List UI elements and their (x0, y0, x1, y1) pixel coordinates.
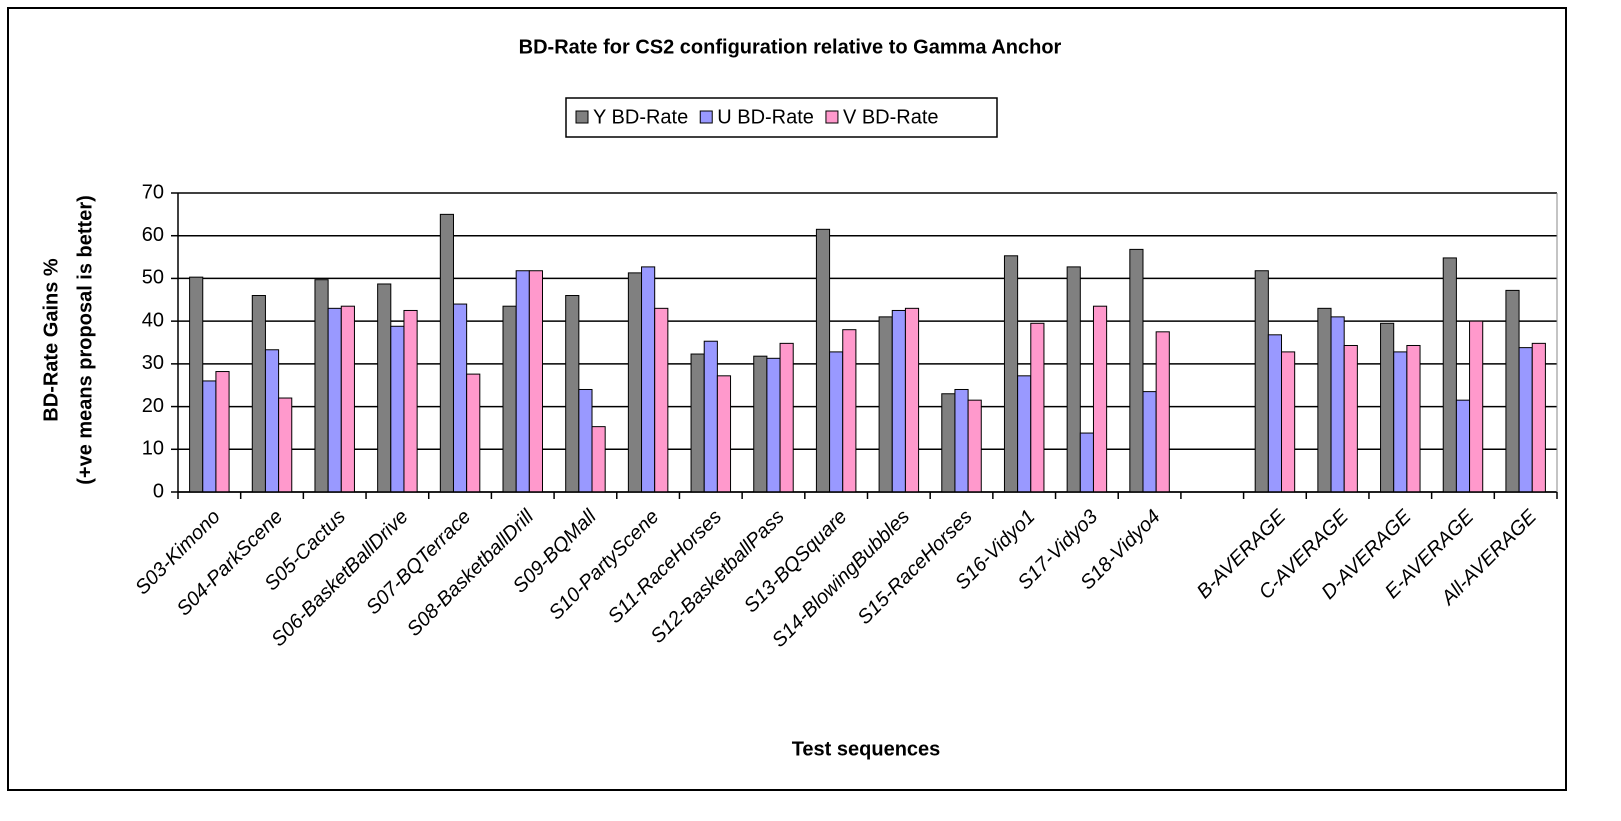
bar (1155, 331, 1170, 493)
y-tick-label: 0 (153, 480, 164, 502)
bar (314, 279, 329, 493)
bar (904, 307, 920, 493)
legend-swatch (699, 110, 713, 124)
bar (528, 270, 543, 493)
y-tick-label: 70 (142, 181, 164, 203)
y-tick-label: 50 (142, 267, 164, 289)
bar (403, 309, 418, 493)
bar (327, 307, 342, 493)
bar (641, 266, 656, 493)
bar (1518, 347, 1533, 493)
bar (591, 426, 606, 493)
chart-title: BD-Rate for CS2 configuration relative t… (519, 36, 1062, 58)
bar (967, 399, 982, 493)
bar (1469, 320, 1484, 493)
bar (189, 276, 204, 493)
bar (1079, 432, 1094, 493)
y-tick-label: 40 (142, 309, 164, 331)
bar (891, 309, 906, 493)
bar (390, 325, 405, 493)
bar (1455, 399, 1471, 493)
y-tick-label: 10 (142, 438, 164, 460)
bar (1393, 351, 1408, 493)
bar (690, 353, 705, 493)
bar (954, 388, 969, 493)
bar (627, 272, 643, 493)
bar (565, 295, 580, 493)
y-axis-label: BD-Rate Gains % (40, 258, 62, 422)
bar (578, 388, 593, 493)
bar (1330, 316, 1345, 493)
bar (1030, 322, 1045, 493)
bar (703, 340, 718, 493)
y-tick-label: 60 (142, 224, 164, 246)
bar (716, 375, 732, 493)
bar (340, 305, 355, 493)
bar (878, 316, 893, 493)
bar (215, 371, 230, 493)
bar (1531, 342, 1546, 493)
bar (1254, 270, 1269, 493)
x-axis-label: Test sequences (792, 738, 941, 760)
bar (1380, 322, 1395, 493)
legend-box (565, 97, 998, 138)
bar (377, 283, 392, 493)
legend-label: V BD-Rate (843, 106, 939, 128)
bar (1406, 344, 1421, 493)
bar (753, 355, 768, 493)
legend-label: U BD-Rate (717, 106, 814, 128)
bar (452, 303, 468, 493)
bar (1281, 351, 1296, 493)
y-tick-label: 30 (142, 352, 164, 374)
bar (439, 213, 454, 493)
bar (779, 342, 794, 493)
y-axis-label: (+ve means proposal is better) (74, 195, 96, 485)
legend-label: Y BD-Rate (593, 106, 688, 128)
bar (251, 295, 266, 493)
bar (278, 397, 293, 493)
bar (1317, 307, 1332, 493)
bar (1267, 334, 1283, 493)
bar (264, 349, 280, 493)
bar (1017, 375, 1032, 493)
bar (1092, 305, 1108, 493)
legend-swatch (825, 110, 839, 124)
y-tick-label: 20 (142, 395, 164, 417)
bar (1343, 344, 1358, 493)
bar (654, 307, 669, 493)
bar (842, 329, 857, 493)
bar (815, 228, 831, 493)
bar (466, 373, 481, 493)
bar (829, 351, 844, 493)
bar (941, 393, 956, 493)
bar (766, 357, 781, 493)
bar (502, 305, 517, 493)
bar (1066, 266, 1081, 493)
bar (1442, 257, 1457, 493)
bar (1129, 248, 1144, 493)
bar (515, 270, 530, 493)
bar (1003, 255, 1019, 493)
bar (202, 380, 217, 493)
bar (1505, 289, 1520, 493)
bar (1142, 391, 1157, 493)
legend-swatch (575, 110, 589, 124)
